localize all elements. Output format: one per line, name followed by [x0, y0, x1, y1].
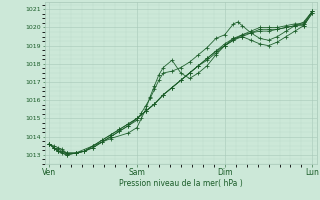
X-axis label: Pression niveau de la mer( hPa ): Pression niveau de la mer( hPa ) — [119, 179, 243, 188]
